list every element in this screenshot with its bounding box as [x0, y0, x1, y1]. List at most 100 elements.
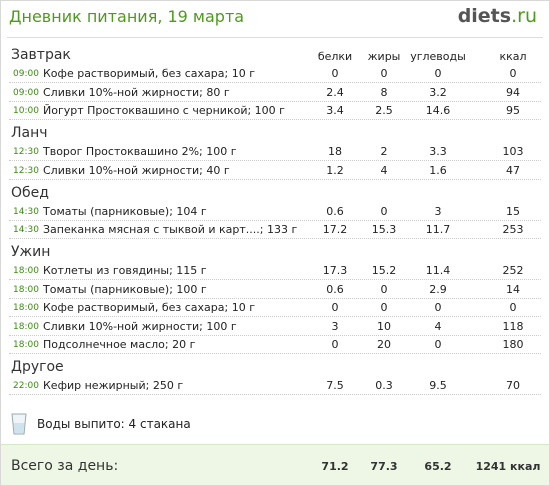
value: 0.6 [326, 282, 344, 296]
column-header: ккал [499, 50, 527, 63]
value: 2.5 [375, 104, 393, 117]
time: 18:00 [13, 303, 39, 313]
value: 1.2 [326, 163, 344, 177]
row-separator [9, 334, 541, 336]
food: Кефир нежирный; 250 г [43, 379, 184, 392]
food: Сливки 10%-ной жирности; 100 г [43, 319, 237, 333]
value: 180 [502, 338, 524, 351]
time: 09:00 [13, 87, 39, 98]
time: 12:30 [13, 165, 39, 176]
value: 9.5 [429, 379, 447, 392]
time: 18:00 [13, 321, 39, 332]
logo-suffix: .ru [511, 5, 537, 27]
value: 18 [328, 145, 342, 158]
value: 252 [502, 264, 524, 277]
value: 4 [434, 319, 442, 333]
section-title: Ужин [11, 244, 51, 260]
total-label: Всего за день: [11, 458, 119, 474]
time: 18:00 [13, 284, 39, 295]
section-title: Другое [11, 359, 64, 375]
value: 15.2 [371, 264, 397, 277]
food: Творог Простоквашино 2%; 100 г [43, 145, 237, 158]
section-title: Завтрак [11, 47, 71, 63]
value: 0 [434, 338, 442, 351]
value: 15.3 [371, 223, 397, 236]
value: 11.4 [425, 264, 451, 277]
value: 0 [331, 338, 339, 351]
value: 20 [377, 338, 391, 351]
value: 3.4 [326, 104, 344, 117]
value: 8 [380, 85, 388, 99]
value: 0 [380, 204, 388, 218]
row-separator [9, 316, 541, 317]
section-title: Ланч [11, 125, 48, 141]
value: 0.3 [375, 379, 393, 392]
value: 4 [380, 163, 388, 177]
value: 17.3 [322, 264, 348, 277]
value: 0 [331, 67, 339, 80]
row-separator [9, 82, 541, 83]
total-value: 65.2 [424, 460, 452, 473]
value: 253 [502, 223, 524, 236]
value: 3.2 [429, 85, 447, 99]
time: 12:30 [13, 147, 39, 157]
header-line [7, 37, 543, 38]
value: 95 [506, 104, 520, 117]
time: 10:00 [13, 106, 39, 116]
time: 18:00 [13, 266, 39, 276]
value: 0 [380, 67, 388, 80]
value: 0 [509, 301, 517, 314]
value: 118 [502, 319, 524, 333]
food: Подсолнечное масло; 20 г [43, 338, 196, 351]
row-separator [9, 353, 541, 354]
food: Сливки 10%-ной жирности; 80 г [43, 85, 230, 99]
value: 0 [509, 67, 517, 80]
food: Йогурт Простоквашино с черникой; 100 г [43, 104, 285, 117]
row-separator [9, 178, 541, 180]
logo-main: diets [457, 5, 512, 27]
total-value: 1241 ккал [475, 460, 541, 473]
time: 18:00 [13, 340, 39, 350]
time: 09:00 [13, 69, 39, 79]
value: 0 [331, 301, 339, 314]
value: 2 [380, 145, 388, 158]
row-separator [9, 394, 541, 395]
food: Кофе растворимый, без сахара; 10 г [43, 67, 255, 80]
water: Воды выпито: 4 стакана [37, 417, 191, 431]
value: 70 [506, 379, 520, 392]
total-value: 77.3 [370, 460, 398, 473]
value: 3 [434, 204, 442, 218]
value: 2.9 [429, 282, 447, 296]
value: 94 [506, 85, 520, 99]
value: 3 [331, 319, 339, 333]
food: Томаты (парниковые); 100 г [43, 282, 207, 296]
total-band [1, 444, 549, 485]
food: Запеканка мясная с тыквой и карт....; 13… [43, 223, 298, 236]
value: 47 [506, 163, 520, 177]
section-title: Обед [11, 184, 49, 201]
row-separator [9, 279, 541, 280]
value: 1.6 [429, 163, 447, 177]
row-separator [9, 119, 541, 120]
column-header: углеводы [410, 50, 466, 63]
value: 0 [380, 301, 388, 314]
total-value: 71.2 [321, 460, 349, 473]
value: 0 [380, 282, 388, 296]
row-separator [9, 297, 541, 299]
value: 15 [506, 204, 520, 218]
food: Котлеты из говядины; 115 г [43, 264, 207, 277]
logo[interactable]: diets.ru [458, 7, 537, 26]
column-header: жиры [367, 50, 401, 63]
value: 0 [434, 301, 442, 314]
time: 14:30 [13, 225, 39, 235]
row-separator [9, 100, 541, 102]
column-header: белки [317, 50, 353, 63]
row-separator [9, 219, 541, 221]
value: 0.6 [326, 204, 344, 218]
water-icon [11, 413, 27, 435]
food: Сливки 10%-ной жирности; 40 г [43, 163, 230, 177]
value: 2.4 [326, 85, 344, 99]
value: 14.6 [425, 104, 451, 117]
time: 14:30 [13, 206, 39, 217]
value: 17.2 [322, 223, 348, 236]
